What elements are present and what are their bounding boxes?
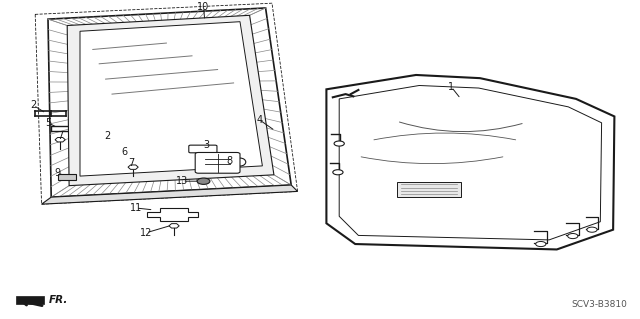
- Polygon shape: [80, 22, 262, 176]
- Circle shape: [197, 178, 210, 184]
- Text: 4: 4: [256, 115, 262, 125]
- Polygon shape: [147, 208, 198, 221]
- Circle shape: [333, 170, 343, 175]
- Text: 9: 9: [54, 168, 61, 178]
- Polygon shape: [169, 224, 179, 228]
- FancyBboxPatch shape: [195, 152, 240, 173]
- Polygon shape: [16, 296, 44, 304]
- Text: 5: 5: [45, 118, 51, 128]
- Polygon shape: [326, 75, 614, 249]
- Text: 10: 10: [197, 2, 210, 12]
- Text: 6: 6: [122, 147, 128, 158]
- Circle shape: [568, 234, 578, 239]
- Polygon shape: [67, 15, 274, 186]
- FancyBboxPatch shape: [189, 145, 217, 153]
- Text: 7: 7: [58, 130, 64, 141]
- Text: 12: 12: [140, 228, 152, 238]
- Text: 3: 3: [203, 140, 209, 150]
- Polygon shape: [55, 137, 65, 142]
- Polygon shape: [128, 165, 138, 169]
- Text: 1: 1: [448, 82, 454, 92]
- Bar: [397, 182, 461, 197]
- Polygon shape: [48, 8, 291, 197]
- Text: 11: 11: [129, 203, 142, 213]
- Circle shape: [334, 141, 344, 146]
- Text: 13: 13: [176, 176, 189, 186]
- Circle shape: [587, 227, 597, 232]
- Text: 2: 2: [104, 130, 111, 141]
- Text: SCV3-B3810: SCV3-B3810: [572, 300, 627, 309]
- Polygon shape: [42, 185, 298, 204]
- Text: FR.: FR.: [49, 295, 68, 305]
- Bar: [58, 174, 76, 180]
- Text: 7: 7: [128, 158, 134, 168]
- Text: 2: 2: [30, 100, 36, 110]
- Text: 8: 8: [226, 156, 232, 166]
- Circle shape: [536, 241, 546, 247]
